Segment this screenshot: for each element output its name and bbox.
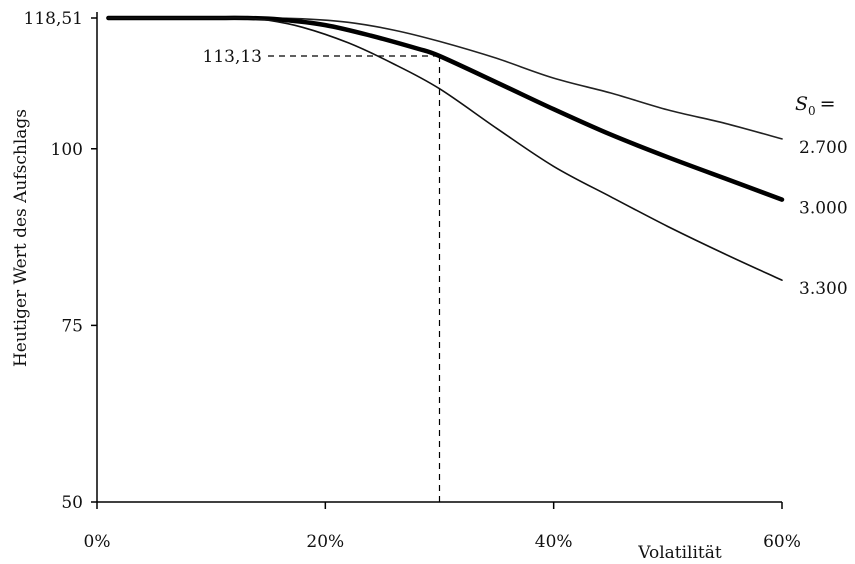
x-axis-title: Volatilität (637, 543, 722, 563)
y-tick-label: 75 (61, 316, 83, 336)
y-tick-label: 100 (51, 140, 83, 160)
labels: 2.700 3.000 3.300 (799, 138, 848, 299)
y-tick-label: 118,51 (24, 9, 83, 29)
series-line-2700 (107, 17, 783, 140)
x-tick-label: 40% (535, 532, 573, 552)
series-lines (106, 15, 785, 281)
annotation-guides: 113,13 (203, 47, 441, 502)
y-axis-title: Heutiger Wert des Aufschlags (11, 109, 31, 367)
x-tick-label: 20% (306, 532, 344, 552)
series-label-3300: 3.300 (799, 279, 848, 299)
series-line-3000 (106, 15, 785, 202)
x-tick-label: 60% (763, 532, 801, 552)
legend-suffix: = (820, 93, 836, 115)
series-line-3300 (107, 17, 783, 281)
series-label-2700: 2.700 (799, 138, 848, 158)
series-label-3000: 3.000 (799, 199, 848, 219)
annotation-label: 113,13 (203, 47, 262, 67)
legend-title: S0 = (795, 93, 836, 118)
legend-subscript: 0 (808, 104, 816, 118)
ticks: 50 75 100 118,51 0% 20% 40% 60% (24, 9, 801, 552)
y-tick-label: 50 (61, 493, 83, 513)
x-tick-label: 0% (84, 532, 111, 552)
legend-symbol: S (795, 93, 808, 115)
